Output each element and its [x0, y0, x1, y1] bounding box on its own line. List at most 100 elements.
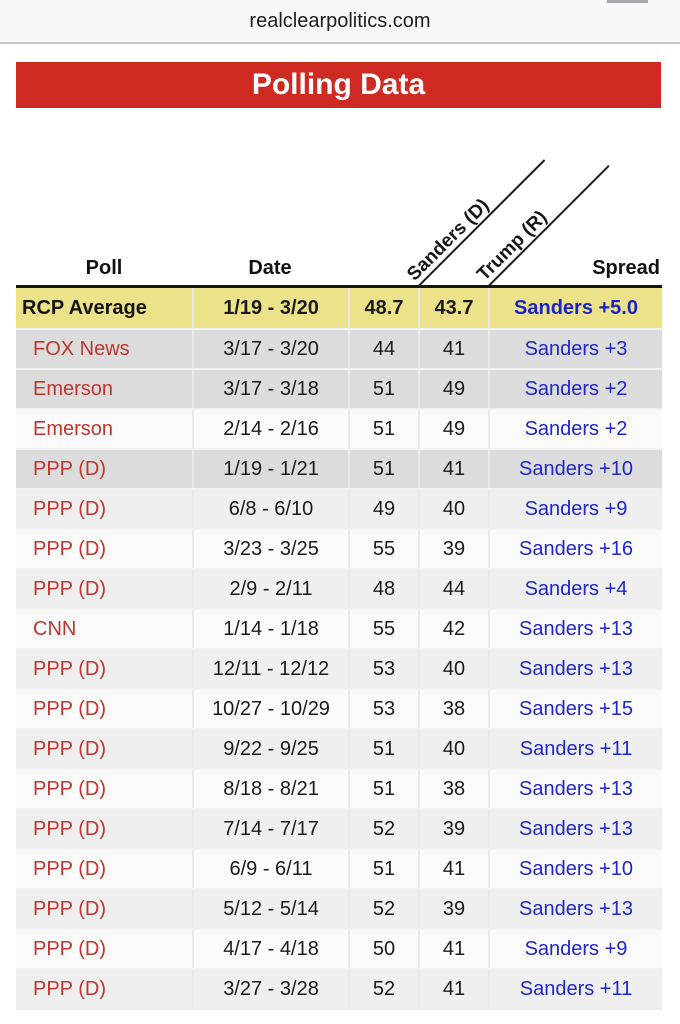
- sanders-value: 51: [348, 450, 418, 488]
- trump-value: 38: [418, 690, 488, 728]
- trump-value: 40: [418, 490, 488, 528]
- spread-value: Sanders +3: [488, 330, 662, 368]
- poll-date: 8/18 - 8/21: [192, 770, 348, 808]
- poll-name[interactable]: FOX News: [33, 337, 130, 360]
- sanders-value: 51: [348, 850, 418, 888]
- poll-name[interactable]: PPP (D): [33, 737, 106, 760]
- poll-name[interactable]: PPP (D): [33, 497, 106, 520]
- table-row: PPP (D) 3/27 - 3/28 52 41 Sanders +11: [16, 968, 662, 1008]
- spread-value: Sanders +13: [488, 650, 662, 688]
- poll-name[interactable]: PPP (D): [33, 777, 106, 800]
- table-row: PPP (D) 8/18 - 8/21 51 38 Sanders +13: [16, 768, 662, 808]
- sanders-value: 55: [348, 610, 418, 648]
- table-row: Emerson 2/14 - 2/16 51 49 Sanders +2: [16, 408, 662, 448]
- poll-date: 1/14 - 1/18: [192, 610, 348, 648]
- table-row: PPP (D) 3/23 - 3/25 55 39 Sanders +16: [16, 528, 662, 568]
- poll-date: 3/17 - 3/20: [192, 330, 348, 368]
- sanders-value: 52: [348, 970, 418, 1008]
- poll-name[interactable]: PPP (D): [33, 817, 106, 840]
- spread-value: Sanders +9: [488, 930, 662, 968]
- poll-date: 1/19 - 1/21: [192, 450, 348, 488]
- sanders-value: 48.7: [348, 288, 418, 328]
- trump-value: 39: [418, 530, 488, 568]
- poll-date: 2/14 - 2/16: [192, 410, 348, 448]
- poll-name[interactable]: PPP (D): [33, 897, 106, 920]
- trump-value: 39: [418, 890, 488, 928]
- table-row: PPP (D) 7/14 - 7/17 52 39 Sanders +13: [16, 808, 662, 848]
- trump-value: 43.7: [418, 288, 488, 328]
- table-row: PPP (D) 1/19 - 1/21 51 41 Sanders +10: [16, 448, 662, 488]
- column-header-date: Date: [248, 257, 292, 279]
- spread-value: Sanders +11: [488, 970, 662, 1008]
- trump-value: 49: [418, 410, 488, 448]
- trump-value: 41: [418, 850, 488, 888]
- table-header-row: Poll Date Spread: [16, 244, 662, 288]
- browser-chrome-fragment: [607, 0, 648, 3]
- poll-name[interactable]: Emerson: [33, 417, 114, 440]
- table-row: PPP (D) 10/27 - 10/29 53 38 Sanders +15: [16, 688, 662, 728]
- sanders-value: 52: [348, 890, 418, 928]
- table-row: PPP (D) 2/9 - 2/11 48 44 Sanders +4: [16, 568, 662, 608]
- spread-value: Sanders +13: [488, 610, 662, 648]
- url-text[interactable]: realclearpolitics.com: [249, 9, 431, 32]
- poll-name[interactable]: PPP (D): [33, 937, 106, 960]
- spread-value: Sanders +13: [488, 770, 662, 808]
- poll-date: 3/27 - 3/28: [192, 970, 348, 1008]
- poll-name[interactable]: RCP Average: [22, 296, 147, 319]
- trump-value: 40: [418, 730, 488, 768]
- poll-name[interactable]: Emerson: [33, 377, 114, 400]
- table-row: PPP (D) 12/11 - 12/12 53 40 Sanders +13: [16, 648, 662, 688]
- poll-name[interactable]: PPP (D): [33, 697, 106, 720]
- poll-date: 5/12 - 5/14: [192, 890, 348, 928]
- poll-name[interactable]: PPP (D): [33, 577, 106, 600]
- browser-url-bar[interactable]: realclearpolitics.com: [0, 0, 680, 44]
- poll-date: 4/17 - 4/18: [192, 930, 348, 968]
- spread-value: Sanders +4: [488, 570, 662, 608]
- poll-name[interactable]: PPP (D): [33, 977, 106, 1000]
- table-row: FOX News 3/17 - 3/20 44 41 Sanders +3: [16, 328, 662, 368]
- poll-date: 3/17 - 3/18: [192, 370, 348, 408]
- spread-value: Sanders +13: [488, 890, 662, 928]
- trump-value: 41: [418, 930, 488, 968]
- column-header-spread: Spread: [592, 257, 660, 279]
- poll-date: 9/22 - 9/25: [192, 730, 348, 768]
- trump-value: 41: [418, 970, 488, 1008]
- table-row: PPP (D) 6/8 - 6/10 49 40 Sanders +9: [16, 488, 662, 528]
- table-row: PPP (D) 5/12 - 5/14 52 39 Sanders +13: [16, 888, 662, 928]
- table-row: PPP (D) 9/22 - 9/25 51 40 Sanders +11: [16, 728, 662, 768]
- table-row: PPP (D) 4/17 - 4/18 50 41 Sanders +9: [16, 928, 662, 968]
- poll-name[interactable]: PPP (D): [33, 537, 106, 560]
- poll-date: 3/23 - 3/25: [192, 530, 348, 568]
- sanders-value: 52: [348, 810, 418, 848]
- spread-value: Sanders +15: [488, 690, 662, 728]
- sanders-value: 44: [348, 330, 418, 368]
- poll-name[interactable]: CNN: [33, 617, 77, 640]
- sanders-value: 53: [348, 690, 418, 728]
- spread-value: Sanders +10: [488, 850, 662, 888]
- sanders-value: 53: [348, 650, 418, 688]
- sanders-value: 48: [348, 570, 418, 608]
- spread-value: Sanders +16: [488, 530, 662, 568]
- banner-title: Polling Data: [251, 68, 426, 101]
- poll-date: 1/19 - 3/20: [192, 288, 348, 328]
- table-row: RCP Average 1/19 - 3/20 48.7 43.7 Sanders +5…: [16, 288, 662, 328]
- sanders-value: 51: [348, 770, 418, 808]
- poll-name[interactable]: PPP (D): [33, 657, 106, 680]
- table-row: CNN 1/14 - 1/18 55 42 Sanders +13: [16, 608, 662, 648]
- trump-value: 42: [418, 610, 488, 648]
- poll-date: 2/9 - 2/11: [192, 570, 348, 608]
- trump-value: 44: [418, 570, 488, 608]
- poll-name[interactable]: PPP (D): [33, 857, 106, 880]
- spread-value: Sanders +5.0: [488, 288, 662, 328]
- polling-table: Poll Date Spread RCP Average 1/19 - 3/20 4…: [16, 244, 662, 1010]
- spread-value: Sanders +11: [488, 730, 662, 768]
- sanders-value: 50: [348, 930, 418, 968]
- spread-value: Sanders +2: [488, 370, 662, 408]
- sanders-value: 55: [348, 530, 418, 568]
- poll-name[interactable]: PPP (D): [33, 457, 106, 480]
- trump-value: 41: [418, 450, 488, 488]
- poll-table-body: RCP Average 1/19 - 3/20 48.7 43.7 Sanders +5…: [16, 288, 662, 1010]
- column-header-poll: Poll: [85, 257, 123, 279]
- poll-date: 6/9 - 6/11: [192, 850, 348, 888]
